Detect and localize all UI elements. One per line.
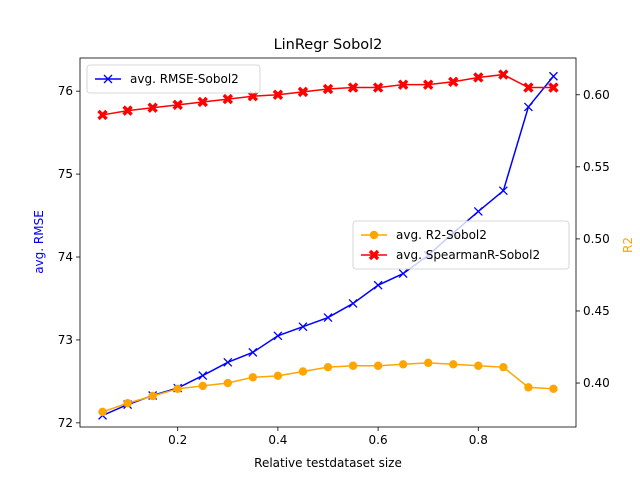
y-left-tick-label: 76	[58, 84, 73, 98]
data-point	[147, 102, 158, 113]
data-point	[197, 96, 208, 108]
data-point	[549, 384, 558, 394]
data-point	[173, 384, 182, 394]
data-point	[369, 230, 379, 240]
legend-box	[352, 220, 570, 270]
data-point	[248, 347, 258, 357]
data-point	[368, 249, 380, 261]
chart-title: LinRegr Sobol2	[274, 37, 383, 53]
data-point	[398, 269, 408, 279]
data-point	[348, 361, 358, 370]
y-right-tick-label: 0.55	[583, 160, 610, 174]
data-point	[524, 383, 533, 392]
data-point	[523, 102, 533, 112]
data-point	[97, 109, 108, 121]
data-point	[223, 378, 232, 388]
y-right-tick-label: 0.50	[583, 232, 610, 246]
data-point	[322, 83, 334, 95]
data-point	[373, 280, 383, 290]
data-point	[123, 399, 132, 408]
data-point	[323, 313, 333, 323]
data-point	[98, 407, 107, 417]
data-point	[248, 373, 258, 382]
data-point	[473, 72, 484, 83]
data-point	[298, 322, 308, 332]
data-point	[247, 90, 259, 102]
data-point	[397, 79, 409, 90]
data-point	[223, 357, 233, 367]
series-avg-r2-sobol2	[98, 358, 558, 417]
y-axis-right-label: R2	[621, 237, 635, 253]
data-point	[273, 371, 283, 381]
data-point	[422, 79, 434, 90]
y-left-tick-label: 73	[58, 333, 73, 347]
data-point	[498, 69, 509, 80]
data-point	[523, 82, 534, 93]
x-tick-label: 0.2	[168, 433, 187, 447]
y-axis-left-label: avg. RMSE	[32, 210, 46, 274]
data-point	[122, 105, 133, 116]
y-left-tick-label: 74	[58, 250, 73, 264]
data-point	[198, 381, 207, 391]
x-axis-label: Relative testdataset size	[254, 456, 402, 470]
plot-area: 0.2 0.4 0.6 0.8 72 73 74 75 76 0.40 0.45 0.50 0.55 0.…	[58, 57, 610, 447]
axes-frame	[79, 57, 577, 428]
data-point	[372, 82, 384, 93]
data-point	[449, 360, 458, 369]
data-point	[323, 362, 333, 372]
data-point	[373, 361, 383, 370]
data-point	[448, 76, 459, 87]
data-point	[548, 71, 558, 81]
data-point	[198, 371, 208, 381]
data-point	[148, 391, 157, 401]
data-point	[424, 358, 433, 368]
legend: avg. R2-Sobol2 avg. SpearmanR-Sobol2	[352, 220, 570, 270]
data-point	[498, 186, 508, 196]
y-left-tick-label: 75	[58, 167, 73, 181]
data-point	[222, 93, 234, 105]
data-point	[473, 206, 483, 216]
data-point	[348, 298, 358, 308]
data-point	[499, 362, 508, 372]
y-right-tick-label: 0.40	[583, 376, 610, 390]
legend-label: avg. SpearmanR-Sobol2	[396, 248, 540, 262]
x-tick-label: 0.6	[369, 433, 388, 447]
y-right-tick-label: 0.45	[583, 304, 610, 318]
data-point	[103, 74, 113, 84]
data-point	[548, 82, 559, 93]
data-point	[347, 82, 359, 93]
legend-label: avg. RMSE-Sobol2	[130, 72, 239, 86]
legend-label: avg. R2-Sobol2	[396, 228, 487, 242]
y-right-tick-label: 0.60	[583, 88, 610, 102]
data-point	[272, 89, 284, 100]
x-tick-label: 0.8	[469, 433, 488, 447]
data-point	[398, 360, 408, 369]
series-avg-spearmanr-sobol2	[97, 69, 559, 121]
legend-box	[86, 64, 261, 94]
data-point	[172, 99, 183, 111]
x-tick-label: 0.4	[268, 433, 287, 447]
data-point	[298, 367, 308, 376]
data-point	[273, 331, 283, 341]
data-point	[474, 361, 483, 370]
data-point	[297, 86, 309, 98]
y-left-tick-label: 72	[58, 416, 73, 430]
legend: avg. RMSE-Sobol2	[86, 64, 261, 94]
